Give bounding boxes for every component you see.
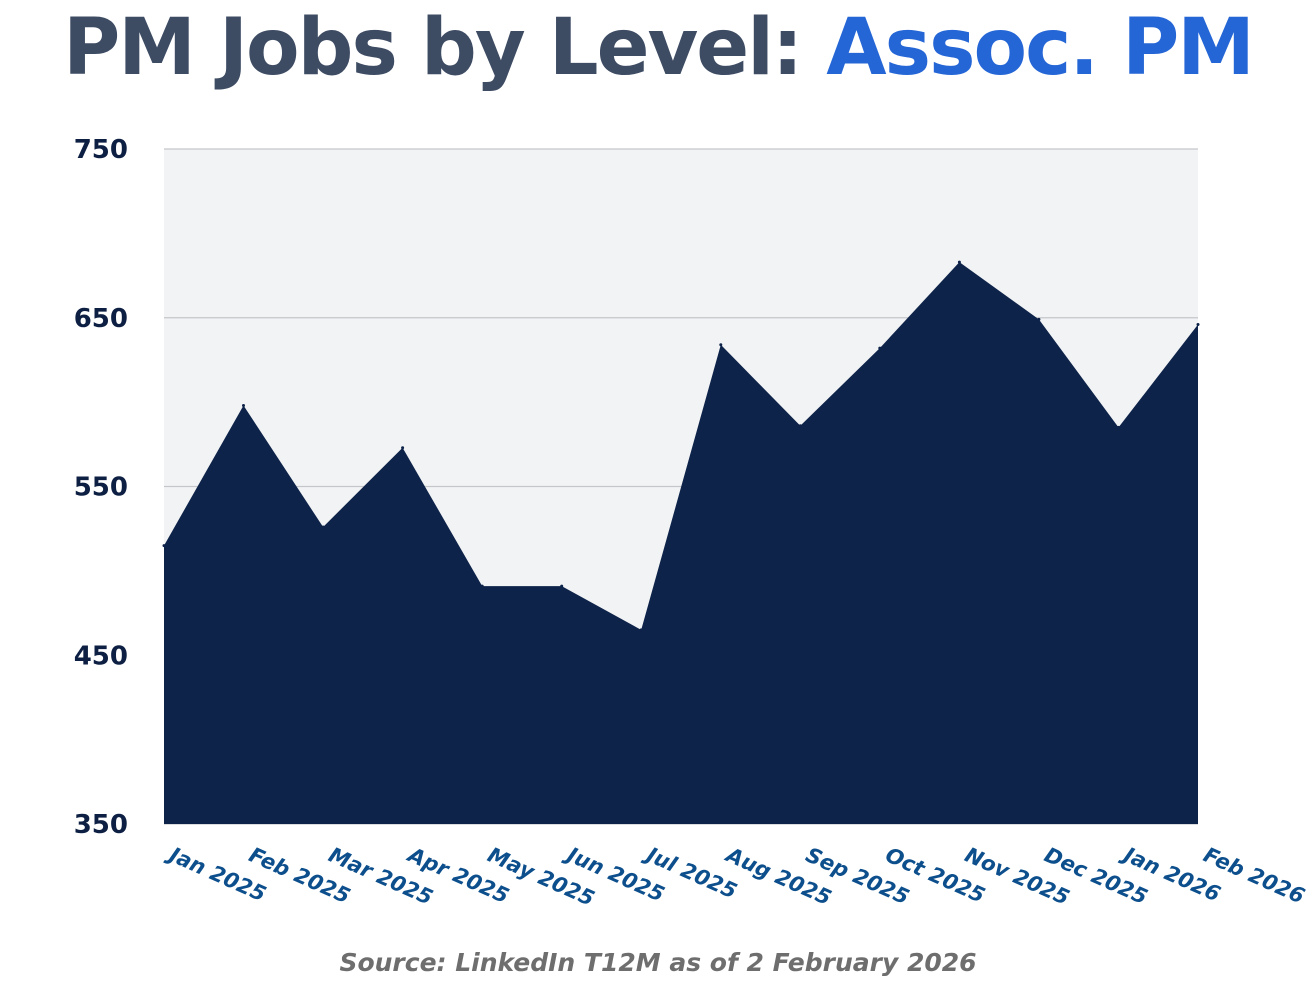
data-point-3	[401, 446, 405, 450]
data-point-7	[719, 343, 723, 347]
data-point-2	[321, 525, 325, 529]
y-tick-label-750: 750	[74, 135, 128, 165]
y-tick-label-350: 350	[74, 810, 128, 840]
data-point-9	[878, 346, 882, 350]
data-point-8	[798, 424, 802, 428]
chart-title-lead: PM Jobs by Level:	[63, 3, 803, 93]
source-note: Source: LinkedIn T12M as of 2 February 2…	[339, 948, 977, 977]
data-point-0	[162, 544, 166, 548]
y-tick-label-650: 650	[74, 304, 128, 334]
data-point-13	[1196, 323, 1200, 326]
data-point-10	[957, 260, 961, 264]
data-point-6	[639, 628, 643, 632]
y-tick-label-450: 450	[74, 641, 128, 671]
data-point-11	[1037, 317, 1041, 321]
data-point-12	[1117, 425, 1120, 429]
y-tick-label-550: 550	[74, 473, 128, 503]
area-series	[164, 262, 1198, 825]
data-point-5	[560, 584, 564, 588]
chart-title: PM Jobs by Level: Assoc. PM	[0, 2, 1316, 94]
chart-title-accent: Assoc. PM	[826, 3, 1255, 93]
data-point-4	[480, 584, 484, 588]
data-point-1	[242, 404, 245, 407]
